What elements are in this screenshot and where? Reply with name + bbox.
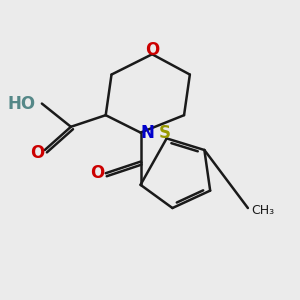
Text: O: O bbox=[145, 41, 159, 59]
Text: S: S bbox=[159, 124, 171, 142]
Text: O: O bbox=[30, 144, 45, 162]
Text: N: N bbox=[141, 124, 155, 142]
Text: O: O bbox=[90, 164, 104, 182]
Text: HO: HO bbox=[8, 94, 36, 112]
Text: CH₃: CH₃ bbox=[251, 204, 274, 218]
